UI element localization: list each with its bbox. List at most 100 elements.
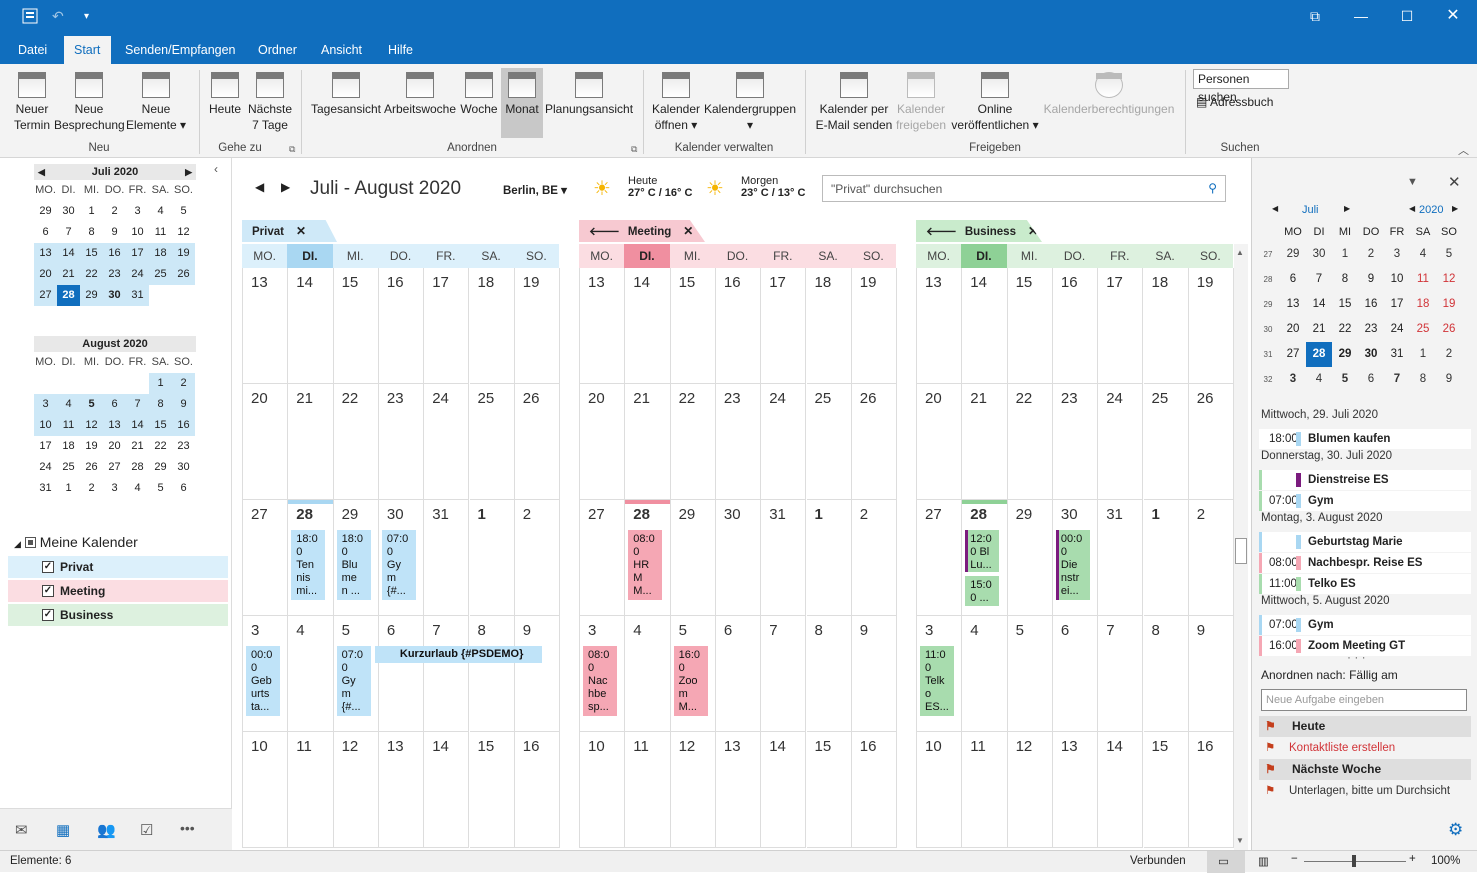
reading-view-icon[interactable]: ▥ — [1258, 856, 1269, 868]
day-cell[interactable]: 19 — [514, 268, 561, 384]
mini-calendar-day[interactable]: 1 — [1341, 248, 1349, 260]
day-cell[interactable]: 4 — [288, 616, 334, 732]
my-calendars-header[interactable]: ◢ Meine Kalender — [14, 534, 138, 550]
day-cell[interactable]: 9 — [514, 616, 561, 732]
location-selector[interactable]: Berlin, BE ▾ — [503, 185, 567, 197]
agenda-item[interactable]: 11:00 Telko ES — [1259, 574, 1471, 594]
mini-calendar-day[interactable]: 7 — [1315, 273, 1323, 285]
day-cell[interactable]: 28 — [288, 500, 334, 616]
calendar-nav-icon[interactable]: ▦ — [56, 822, 71, 839]
mini-calendar-day[interactable]: 9 — [172, 394, 195, 415]
day-cell[interactable]: 27 — [917, 500, 963, 616]
mini-calendar-day[interactable]: 20 — [108, 440, 121, 452]
mini-calendar-day[interactable]: 6 — [180, 482, 187, 494]
mini-calendar-day[interactable]: 18 — [1416, 298, 1430, 310]
prev-month-icon[interactable]: ◀ — [38, 167, 45, 177]
app-menu-icon[interactable] — [22, 8, 38, 24]
mini-calendar-day[interactable]: 30 — [103, 285, 126, 306]
mini-calendar-day[interactable]: 16 — [103, 243, 126, 264]
day-cell[interactable]: 26 — [1188, 384, 1235, 500]
mini-calendar-day[interactable]: 4 — [57, 394, 80, 415]
flag-icon[interactable]: ⚑ — [1265, 742, 1276, 754]
collapse-pane-icon[interactable]: ‹ — [214, 162, 218, 176]
day-cell[interactable]: 17 — [1098, 268, 1144, 384]
calendar-event[interactable]: 08:0 0 Nac hbe sp... — [583, 646, 617, 716]
day-cell[interactable]: 5 — [333, 616, 379, 732]
mini-calendar-day[interactable]: 2 — [111, 205, 118, 217]
day-cell[interactable]: 14 — [625, 268, 671, 384]
day-cell[interactable]: 8 — [806, 616, 852, 732]
mini-calendar-day[interactable]: 4 — [134, 482, 141, 494]
address-book-button[interactable]: ▤ Adressbuch — [1196, 95, 1274, 109]
calendar-event[interactable]: 07:0 0 Gy m {#... — [336, 646, 371, 716]
mini-calendar-day[interactable]: 5 — [1445, 248, 1453, 260]
day-cell[interactable]: 23 — [715, 384, 762, 500]
dialog-launcher-icon[interactable]: ⧉ — [289, 144, 296, 154]
close-pane-icon[interactable]: ✕ — [1448, 174, 1461, 191]
mini-calendar-day[interactable]: 4 — [1419, 248, 1427, 260]
overlay-arrow-icon[interactable]: 🡐 — [589, 226, 620, 238]
next-year-icon[interactable]: ▶ — [1452, 204, 1459, 213]
day-cell[interactable]: 10 — [917, 732, 963, 848]
calendar-event[interactable]: 11:0 0 Telk o ES... — [920, 646, 954, 716]
tab-ansicht[interactable]: Ansicht — [321, 43, 362, 57]
day-cell[interactable]: 10 — [243, 732, 289, 848]
mini-calendar-day[interactable]: 19 — [85, 440, 98, 452]
week-button[interactable]: Woche — [459, 68, 499, 117]
day-cell[interactable]: 1 — [806, 500, 852, 616]
agenda-item[interactable]: 08:00 Nachbespr. Reise ES — [1259, 553, 1471, 573]
close-icon[interactable]: ✕ — [1446, 7, 1460, 24]
mini-calendar-day[interactable]: 10 — [34, 415, 57, 436]
task-group-header[interactable]: ⚑ Heute — [1259, 716, 1471, 737]
day-cell[interactable]: 11 — [625, 732, 671, 848]
mini-calendar-day[interactable]: 1 — [149, 373, 172, 394]
next-7-days-button[interactable]: Nächste 7 Tage — [246, 68, 294, 133]
mini-calendar-day[interactable]: 11 — [154, 226, 167, 238]
work-week-button[interactable]: Arbeitswoche — [383, 68, 457, 117]
day-cell[interactable]: 5 — [1007, 616, 1053, 732]
zoom-slider-thumb[interactable] — [1352, 855, 1356, 867]
undo-icon[interactable]: ↶ — [52, 8, 64, 24]
day-cell[interactable]: 2 — [514, 500, 561, 616]
mini-calendar-day[interactable]: 16 — [1364, 298, 1378, 310]
tasks-nav-icon[interactable]: ☑ — [140, 822, 154, 839]
agenda-item[interactable]: Dienstreise ES — [1259, 470, 1471, 490]
mini-calendar-day[interactable]: 4 — [1315, 373, 1323, 385]
sort-label[interactable]: Anordnen nach: Fällig am — [1261, 668, 1398, 682]
open-calendar-button[interactable]: Kalender öffnen ▾ — [650, 68, 702, 133]
month-button[interactable]: Monat — [501, 68, 543, 138]
day-cell[interactable]: 14 — [288, 268, 334, 384]
mini-calendar-day[interactable]: 14 — [1312, 298, 1326, 310]
normal-view-button[interactable]: ▭ — [1207, 851, 1245, 873]
calendar-groups-button[interactable]: Kalendergruppen ▾ — [703, 68, 797, 133]
day-cell[interactable]: 22 — [333, 384, 379, 500]
day-cell[interactable]: 17 — [424, 268, 470, 384]
find-people-input[interactable]: Personen suchen — [1193, 69, 1289, 104]
day-cell[interactable]: 31 — [761, 500, 807, 616]
mini-calendar-day[interactable]: 24 — [126, 264, 149, 285]
new-meeting-button[interactable]: Neue Besprechung — [54, 68, 125, 133]
mini-calendar-day[interactable]: 19 — [1442, 298, 1456, 310]
mini-calendar-day[interactable] — [57, 373, 80, 394]
day-cell[interactable]: 13 — [1052, 732, 1099, 848]
mini-calendar-day[interactable]: 16 — [172, 415, 195, 436]
scrollbar-thumb[interactable] — [1235, 538, 1247, 564]
publish-online-button[interactable]: Online veröffentlichen ▾ — [948, 68, 1042, 133]
day-cell[interactable]: 17 — [761, 268, 807, 384]
day-cell[interactable]: 4 — [625, 616, 671, 732]
more-icon[interactable]: ••• — [180, 820, 195, 836]
mini-calendar-day[interactable]: 3 — [111, 482, 118, 494]
mini-calendar-day[interactable]: 31 — [1390, 348, 1404, 360]
mini-calendar-day[interactable]: 26 — [1442, 323, 1456, 335]
day-cell[interactable]: 18 — [806, 268, 852, 384]
day-cell[interactable]: 26 — [514, 384, 561, 500]
collapse-ribbon-icon[interactable]: ︿ — [1458, 145, 1469, 157]
day-cell[interactable]: 14 — [761, 732, 807, 848]
day-cell[interactable]: 18 — [469, 268, 515, 384]
day-cell[interactable]: 22 — [670, 384, 716, 500]
year-label[interactable]: 2020 — [1419, 204, 1444, 216]
vertical-scrollbar[interactable]: ▲ ▼ — [1234, 244, 1248, 850]
mini-calendar-day[interactable]: 6 — [42, 226, 49, 238]
mini-calendar-day[interactable]: 31 — [39, 482, 52, 494]
overlay-arrow-icon[interactable]: 🡐 — [926, 226, 957, 238]
